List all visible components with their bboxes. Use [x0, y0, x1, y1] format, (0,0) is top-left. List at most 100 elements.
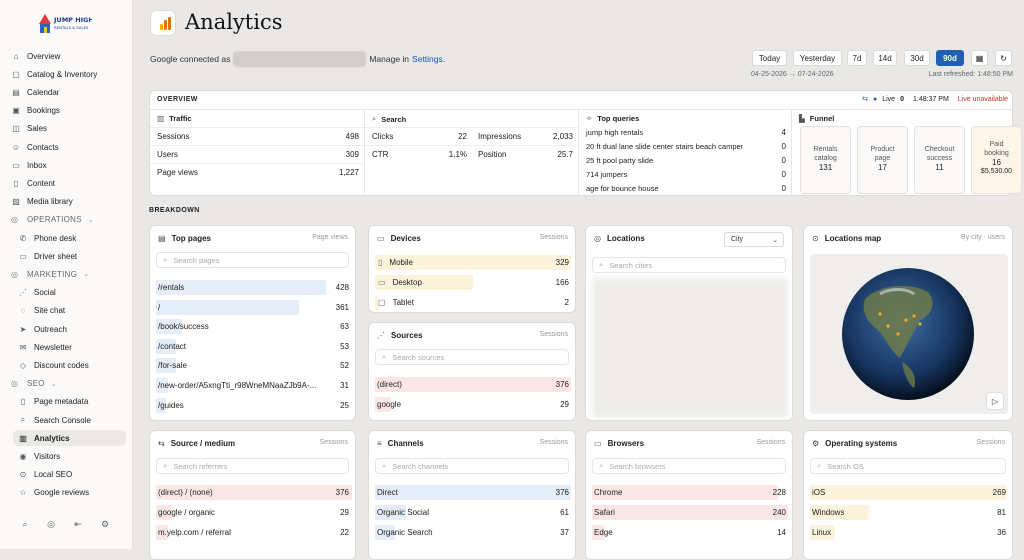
list-item[interactable]: ▢ Tablet 2	[375, 295, 569, 310]
overview-heading: OVERVIEW	[157, 96, 198, 103]
query-row[interactable]: age for bounce house 0	[586, 183, 786, 193]
cart-icon: ◫	[12, 124, 20, 134]
value-bar	[592, 505, 788, 520]
layers-icon: ≡	[377, 439, 382, 448]
list-item[interactable]: /for-sale 52	[156, 358, 349, 374]
search-input[interactable]: ⌕ Search OS	[810, 458, 1006, 474]
date-button-yesterday[interactable]: Yesterday	[793, 50, 842, 66]
search-input[interactable]: ⌕ Search sources	[375, 349, 569, 365]
search-icon: ⌕	[382, 352, 387, 361]
date-range: 04-25-2026 → 07-24-2026	[751, 71, 834, 78]
settings-icon[interactable]: ⚙	[100, 519, 110, 529]
sidebar-item-bookings[interactable]: ▣ Bookings	[6, 103, 126, 119]
search-input[interactable]: ⌕ Search cities	[592, 257, 786, 273]
list-item[interactable]: (direct) / (none) 376	[156, 485, 352, 500]
query-row[interactable]: jump high rentals 4	[586, 127, 786, 137]
sidebar-item-social[interactable]: ⋰ Social	[13, 285, 126, 301]
redacted-locations	[592, 278, 788, 418]
list-item[interactable]: Direct 376	[375, 485, 571, 500]
date-button-14d[interactable]: 14d	[873, 50, 897, 66]
sidebar-item-driver-sheet[interactable]: ▭ Driver sheet	[13, 248, 126, 264]
list-item[interactable]: Chrome 228	[592, 485, 786, 500]
calendar-picker-button[interactable]: ▦	[971, 50, 988, 66]
live-dot-icon: ●	[873, 95, 878, 103]
list-item[interactable]: (direct) 376	[375, 377, 571, 392]
sidebar-section-operations[interactable]: ◎ OPERATIONS ⌄	[11, 215, 95, 225]
search-input[interactable]: ⌕ Search referrers	[156, 458, 349, 474]
list-item[interactable]: m.yelp.com / referral 22	[156, 525, 349, 540]
list-item[interactable]: /guides 25	[156, 397, 349, 413]
sidebar-item-media-library[interactable]: ▨ Media library	[6, 194, 126, 210]
sidebar-item-page-metadata[interactable]: ▯ Page metadata	[13, 394, 126, 410]
value-bar	[592, 525, 604, 540]
list-item[interactable]: Windows 81	[810, 505, 1006, 520]
sidebar-section-seo[interactable]: ◎ SEO ⌄	[11, 379, 57, 389]
list-item[interactable]: google 29	[375, 397, 569, 412]
sidebar-item-phone-desk[interactable]: ✆ Phone desk	[13, 230, 126, 246]
list-item[interactable]: Safari 240	[592, 505, 788, 520]
sidebar-item-newsletter[interactable]: ✉ Newsletter	[13, 339, 126, 355]
section-icon: ◎	[11, 379, 19, 389]
date-button-90d[interactable]: 90d	[936, 50, 964, 66]
list-item[interactable]: Organic Social 61	[375, 505, 569, 520]
query-row[interactable]: 714 jumpers 0	[586, 169, 786, 179]
logout-icon[interactable]: ⇤	[74, 519, 82, 529]
connection-status: Google connected as Manage in Settings.	[150, 51, 445, 67]
query-row[interactable]: 25 ft pool party slide 0	[586, 155, 786, 165]
sidebar-item-outreach[interactable]: ➤ Outreach	[13, 321, 126, 337]
globe-map[interactable]: ▷	[810, 254, 1008, 414]
sidebar-item-label: Media library	[27, 197, 73, 207]
location-type-select[interactable]: City ⌄	[724, 232, 784, 247]
brand-logo[interactable]: JUMP HIGH RENTALS & SALES	[36, 10, 94, 36]
sidebar-item-site-chat[interactable]: ◌ Site chat	[13, 303, 126, 319]
mobile-icon: ▯	[378, 258, 383, 267]
sidebar-item-discount-codes[interactable]: ◇ Discount codes	[13, 357, 126, 373]
search-icon[interactable]: ⌕	[22, 519, 28, 529]
list-item[interactable]: /rentals 428	[156, 280, 349, 295]
metric-row: Clicks 22	[365, 127, 473, 144]
sidebar-item-search-console[interactable]: ⌕ Search Console	[13, 412, 126, 428]
value-bar	[375, 295, 379, 310]
list-item[interactable]: /book/success 63	[156, 319, 349, 335]
sidebar-section-marketing[interactable]: ◎ MARKETING ⌄	[11, 269, 90, 279]
date-button-today[interactable]: Today	[752, 50, 787, 66]
refresh-button[interactable]: ↻	[995, 50, 1012, 66]
search-input[interactable]: ⌕ Search pages	[156, 252, 349, 268]
list-item[interactable]: /new-order/A5xngTti_r98WneMNaaZJb9A-... 3…	[156, 378, 349, 393]
section-icon: ◎	[11, 215, 19, 225]
metric-row: Impressions 2,033	[471, 127, 579, 144]
sidebar-item-calendar[interactable]: ▤ Calendar	[6, 84, 126, 100]
list-item[interactable]: Linux 36	[810, 525, 1006, 540]
list-item[interactable]: ▭ Desktop 166	[375, 275, 569, 290]
live-toggle-icon[interactable]: ⇆	[862, 96, 868, 103]
list-item[interactable]: ▯ Mobile 329	[375, 255, 571, 270]
list-item[interactable]: Organic Search 37	[375, 525, 569, 540]
sidebar-item-inbox[interactable]: ▭ Inbox	[6, 157, 126, 173]
sidebar-item-overview[interactable]: ⌂ Overview	[6, 48, 126, 64]
list-item[interactable]: iOS 269	[810, 485, 1006, 500]
search-icon: ⌕	[20, 415, 26, 424]
query-row[interactable]: 20 ft dual lane slide center stairs beac…	[586, 141, 786, 151]
list-item[interactable]: /contact 53	[156, 338, 349, 354]
sidebar-item-sales[interactable]: ◫ Sales	[6, 121, 126, 137]
sidebar-item-catalog-inventory[interactable]: ▢ Catalog & Inventory	[6, 66, 126, 82]
search-input[interactable]: ⌕ Search channels	[375, 458, 569, 474]
search-input[interactable]: ⌕ Search browsers	[592, 458, 786, 474]
list-item[interactable]: Edge 14	[592, 525, 786, 540]
globe-icon[interactable]: ◎	[47, 519, 55, 529]
sidebar-item-google-reviews[interactable]: ☆ Google reviews	[13, 485, 126, 501]
list-item[interactable]: /361	[156, 299, 349, 315]
sidebar-item-local-seo[interactable]: ⊙ Local SEO	[13, 467, 126, 483]
calendar-icon: ▦	[975, 53, 984, 63]
date-button-30d[interactable]: 30d	[904, 50, 930, 66]
date-button-7d[interactable]: 7d	[847, 50, 867, 66]
value-bar	[156, 525, 168, 540]
sidebar-item-visitors[interactable]: ◉ Visitors	[13, 448, 126, 464]
sidebar-item-content[interactable]: ▯ Content	[6, 175, 126, 191]
link-icon: ⇆	[158, 439, 165, 448]
sidebar-item-analytics[interactable]: ▥ Analytics	[13, 430, 126, 447]
settings-link[interactable]: Settings	[412, 54, 443, 64]
play-button[interactable]: ▷	[986, 392, 1004, 410]
sidebar-item-contacts[interactable]: ☺ Contacts	[6, 139, 126, 155]
list-item[interactable]: google / organic 29	[156, 505, 349, 520]
